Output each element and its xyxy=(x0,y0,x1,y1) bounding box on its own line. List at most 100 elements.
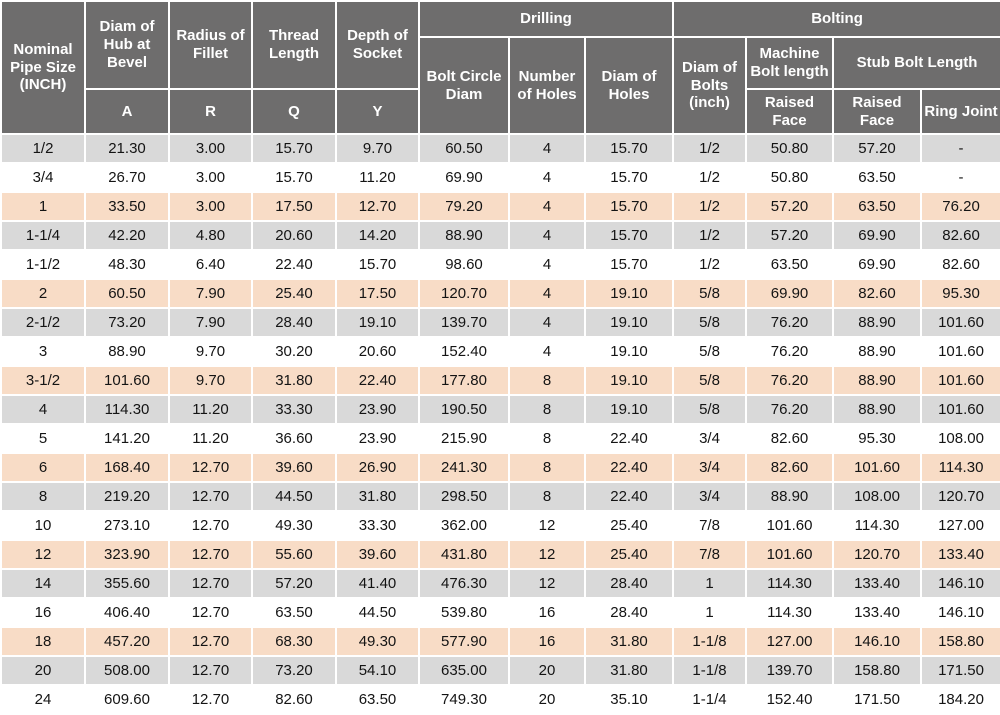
header-diam-of-holes: Diam of Holes xyxy=(583,36,675,135)
table-cell: 20.60 xyxy=(251,220,337,251)
header-group-bolting: Bolting xyxy=(672,0,1000,38)
table-cell: 3/4 xyxy=(672,481,748,512)
table-cell: 31.80 xyxy=(583,626,675,657)
table-cell: 101.60 xyxy=(920,336,1000,367)
table-cell: 3 xyxy=(0,336,86,367)
table-cell: 114.30 xyxy=(745,597,835,628)
table-cell: 406.40 xyxy=(84,597,170,628)
table-cell: 4 xyxy=(508,220,586,251)
table-cell: 23.90 xyxy=(335,394,420,425)
table-cell: 4 xyxy=(508,307,586,338)
table-cell: 68.30 xyxy=(251,626,337,657)
table-cell: 171.50 xyxy=(920,655,1000,686)
table-cell: 12 xyxy=(508,539,586,570)
table-cell: 95.30 xyxy=(920,278,1000,309)
header-letter-q: Q xyxy=(251,88,337,135)
table-cell: 3/4 xyxy=(672,452,748,483)
table-cell: 60.50 xyxy=(418,133,510,164)
table-cell: 12.70 xyxy=(168,568,253,599)
table-cell: 101.60 xyxy=(920,394,1000,425)
table-cell: 1-1/8 xyxy=(672,626,748,657)
table-row: 2-1/2 73.20 7.90 28.40 19.10 139.70 4 19.10 5/8 7… xyxy=(0,307,1000,338)
header-diam-of-bolts: Diam of Bolts (inch) xyxy=(672,36,748,135)
header-diam-hub-bevel: Diam of Hub at Bevel xyxy=(84,0,170,90)
table-cell: 362.00 xyxy=(418,510,510,541)
header-letter-a: A xyxy=(84,88,170,135)
table-cell: 69.90 xyxy=(418,162,510,193)
table-cell: 219.20 xyxy=(84,481,170,512)
table-cell: 7/8 xyxy=(672,539,748,570)
table-cell: 69.90 xyxy=(745,278,835,309)
table-row: 3-1/2 101.60 9.70 31.80 22.40 177.80 8 19.10 5/8… xyxy=(0,365,1000,396)
table-cell: 215.90 xyxy=(418,423,510,454)
table-row: 24 609.60 12.70 82.60 63.50 749.30 20 35.10 1-1/… xyxy=(0,684,1000,715)
table-cell: 5 xyxy=(0,423,86,454)
table-cell: 15.70 xyxy=(251,162,337,193)
table-cell: 127.00 xyxy=(745,626,835,657)
table-cell: 19.10 xyxy=(583,336,675,367)
table-cell: 133.40 xyxy=(832,568,923,599)
table-cell: 158.80 xyxy=(832,655,923,686)
table-cell: 30.20 xyxy=(251,336,337,367)
table-cell: 1/2 xyxy=(672,133,748,164)
table-cell: 16 xyxy=(508,626,586,657)
table-cell: 33.50 xyxy=(84,191,170,222)
table-cell: 15.70 xyxy=(583,220,675,251)
table-cell: 108.00 xyxy=(920,423,1000,454)
table-cell: 17.50 xyxy=(251,191,337,222)
table-cell: 73.20 xyxy=(251,655,337,686)
table-cell: 15.70 xyxy=(583,162,675,193)
table-cell: 12.70 xyxy=(168,539,253,570)
table-cell: 12 xyxy=(508,510,586,541)
table-header: Nominal Pipe Size (INCH) Diam of Hub at … xyxy=(0,0,1000,135)
table-cell: 14 xyxy=(0,568,86,599)
table-cell: 82.60 xyxy=(745,452,835,483)
header-machine-bolt-length: Machine Bolt length xyxy=(745,36,835,90)
table-cell: 22.40 xyxy=(583,452,675,483)
table-cell: 11.20 xyxy=(168,423,253,454)
table-cell: 76.20 xyxy=(920,191,1000,222)
table-cell: 23.90 xyxy=(335,423,420,454)
table-cell: 539.80 xyxy=(418,597,510,628)
table-cell: 20 xyxy=(508,655,586,686)
table-cell: 88.90 xyxy=(832,336,923,367)
table-cell: 146.10 xyxy=(920,597,1000,628)
table-cell: 98.60 xyxy=(418,249,510,280)
table-cell: 88.90 xyxy=(745,481,835,512)
table-cell: 21.30 xyxy=(84,133,170,164)
table-cell: 168.40 xyxy=(84,452,170,483)
table-cell: 15.70 xyxy=(583,249,675,280)
table-row: 20 508.00 12.70 73.20 54.10 635.00 20 31.80 1-1/… xyxy=(0,655,1000,686)
table-cell: 11.20 xyxy=(168,394,253,425)
table-cell: 35.10 xyxy=(583,684,675,715)
table-cell: 82.60 xyxy=(745,423,835,454)
table-row: 18 457.20 12.70 68.30 49.30 577.90 16 31.80 1-1/… xyxy=(0,626,1000,657)
table-cell: 26.70 xyxy=(84,162,170,193)
table-cell: 190.50 xyxy=(418,394,510,425)
table-cell: 1/2 xyxy=(672,162,748,193)
table-cell: 12.70 xyxy=(168,655,253,686)
table-cell: 31.80 xyxy=(583,655,675,686)
table-cell: 11.20 xyxy=(335,162,420,193)
table-cell: 298.50 xyxy=(418,481,510,512)
table-cell: 120.70 xyxy=(832,539,923,570)
table-cell: 25.40 xyxy=(583,539,675,570)
table-cell: 1/2 xyxy=(0,133,86,164)
table-cell: 57.20 xyxy=(832,133,923,164)
table-cell: 88.90 xyxy=(832,365,923,396)
table-cell: 101.60 xyxy=(832,452,923,483)
table-cell: 152.40 xyxy=(418,336,510,367)
header-letter-y: Y xyxy=(335,88,420,135)
table-cell: 57.20 xyxy=(251,568,337,599)
table-cell: 5/8 xyxy=(672,278,748,309)
table-cell: 1-1/8 xyxy=(672,655,748,686)
table-cell: 108.00 xyxy=(832,481,923,512)
table-cell: 22.40 xyxy=(335,365,420,396)
table-row: 3/4 26.70 3.00 15.70 11.20 69.90 4 15.70 1/2 50.8… xyxy=(0,162,1000,193)
table-cell: 3/4 xyxy=(672,423,748,454)
header-ring-joint: Ring Joint xyxy=(920,88,1000,135)
table-cell: 4 xyxy=(508,162,586,193)
table-cell: 133.40 xyxy=(832,597,923,628)
table-cell: 2-1/2 xyxy=(0,307,86,338)
table-cell: 54.10 xyxy=(335,655,420,686)
